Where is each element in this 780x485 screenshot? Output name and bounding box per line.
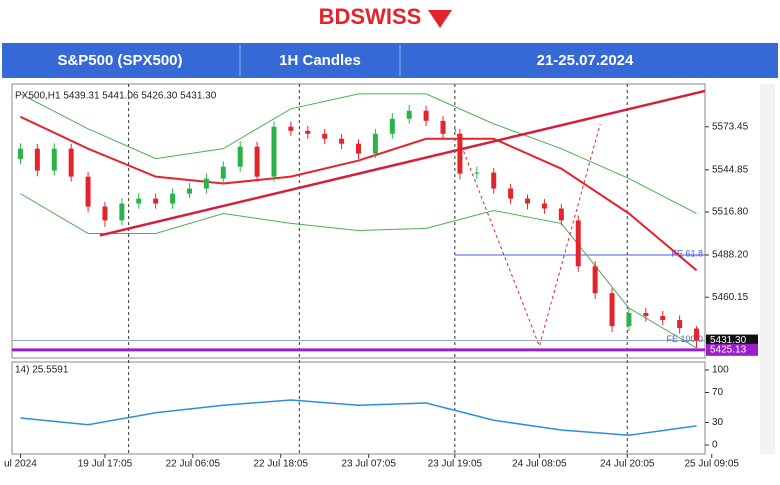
- indicator-line: [20, 115, 698, 272]
- rsi-frame: [11, 361, 706, 455]
- rsi-line: [20, 399, 697, 437]
- candle-body: [626, 313, 632, 327]
- scrollbar[interactable]: [760, 84, 775, 454]
- candle-body: [119, 203, 125, 221]
- candle-body: [491, 172, 497, 189]
- candle-body: [541, 203, 547, 209]
- candle-body: [322, 133, 328, 139]
- trendline: [99, 89, 706, 237]
- candle-body: [85, 176, 91, 207]
- candle-body: [305, 130, 311, 134]
- info: PX500,H1 5439.31 5441.06 5426.30 5431.30: [15, 91, 217, 102]
- y-tick-label: 5516.80: [712, 207, 749, 218]
- candle-body: [558, 208, 564, 221]
- candle-body: [440, 120, 446, 134]
- candle-body: [660, 316, 666, 321]
- candle-body: [136, 198, 142, 204]
- x-tick-label: 25 Jul 09:05: [685, 459, 740, 470]
- candle-body: [51, 148, 57, 171]
- x-tick-label: 23 Jul 07:05: [341, 459, 396, 470]
- candle-body: [102, 206, 108, 221]
- rsi-tick-label: 70: [712, 387, 724, 398]
- price-box: [706, 343, 758, 356]
- x-tick-label: 19 Jul 17:05: [78, 459, 133, 470]
- candle-body: [339, 138, 345, 144]
- price-box-label: 5431.30: [710, 335, 747, 346]
- x-tick-label: 22 Jul 06:05: [166, 459, 221, 470]
- price-box: [706, 334, 758, 347]
- candle-body: [356, 143, 361, 154]
- candle-body: [153, 198, 159, 204]
- rsi-tick-label: 30: [712, 417, 724, 428]
- header-bar: [2, 43, 778, 78]
- candle-body: [254, 146, 260, 177]
- candle-body: [389, 118, 395, 134]
- candle-body: [508, 188, 514, 199]
- candle-body: [237, 146, 243, 167]
- candle-body: [34, 148, 40, 171]
- candle-body: [525, 198, 531, 204]
- logo: BDSWISS: [319, 4, 422, 29]
- y-tick-label: 5460.15: [712, 292, 749, 303]
- rsi-label: 14) 25.5591: [15, 365, 69, 376]
- projection-line: [454, 123, 601, 348]
- candle-body: [457, 133, 463, 174]
- candle-body: [694, 328, 700, 341]
- candle-body: [575, 220, 581, 267]
- x-tick-label: 23 Jul 19:05: [428, 459, 483, 470]
- rsi-tick-label: 0: [712, 440, 718, 451]
- candle-body: [643, 313, 649, 317]
- candle-body: [474, 172, 480, 174]
- candle-body: [609, 293, 615, 327]
- dates: 21-25.07.2024: [537, 52, 634, 69]
- indicator-line: [20, 193, 697, 349]
- candle-body: [17, 148, 23, 160]
- candle-body: [220, 166, 226, 179]
- x-tick-label: 24 Jul 08:05: [512, 459, 567, 470]
- candle-body: [372, 133, 378, 154]
- price-box-label: 5425.13: [710, 344, 747, 355]
- logo-mark: [428, 10, 452, 28]
- x-tick-label: 22 Jul 18:05: [253, 459, 308, 470]
- instrument: S&P500 (SPX500): [57, 52, 182, 69]
- timeframe: 1H Candles: [279, 52, 361, 69]
- candle-body: [592, 266, 598, 294]
- candle-body: [423, 110, 429, 121]
- y-tick-label: 5488.20: [712, 250, 749, 261]
- x-tick-label: 24 Jul 20:05: [600, 459, 655, 470]
- candle-body: [406, 110, 412, 119]
- level-label: FE 100.0: [666, 334, 703, 344]
- y-tick-label: 5573.45: [712, 121, 749, 132]
- rsi-tick-label: 100: [712, 365, 729, 376]
- candle-body: [170, 193, 176, 204]
- indicator-line: [20, 93, 697, 214]
- candle-body: [677, 320, 683, 329]
- candle-body: [186, 188, 192, 194]
- candle-body: [68, 148, 74, 177]
- y-tick-label: 5544.85: [712, 164, 749, 175]
- level-label: FE 61.8: [671, 248, 703, 258]
- candle-body: [288, 126, 294, 131]
- candle-body: [271, 126, 277, 177]
- x-tick-label: ul 2024: [4, 459, 37, 470]
- price-frame: [11, 83, 706, 359]
- candle-body: [203, 178, 209, 189]
